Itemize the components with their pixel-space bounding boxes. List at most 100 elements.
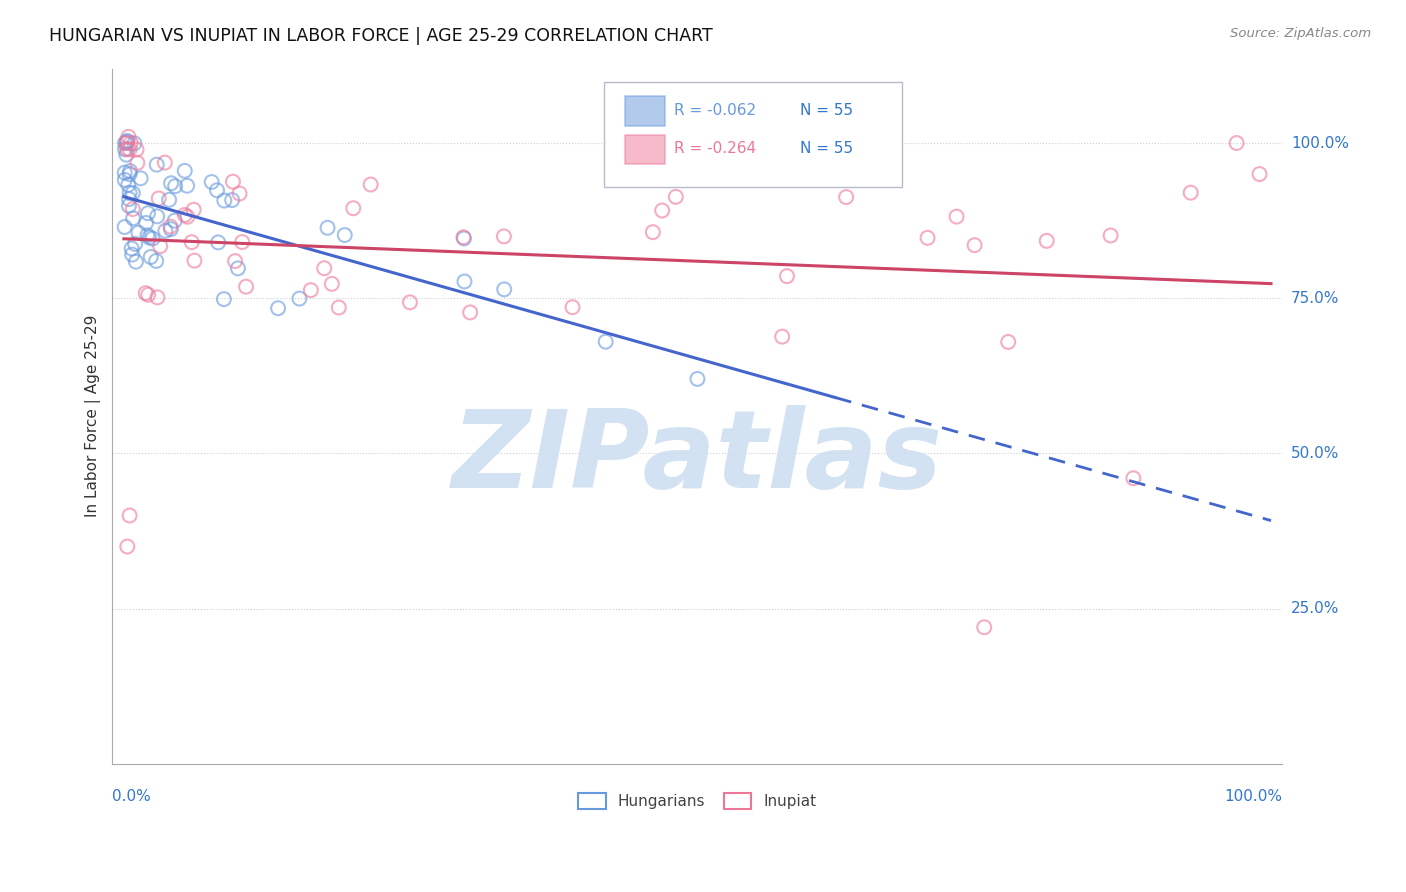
Point [117,178,139,192]
Point [226,261,249,276]
Point [207,235,229,250]
Point [159,219,181,234]
Point [212,292,235,306]
Point [127,226,149,240]
Text: N = 55: N = 55 [800,103,853,118]
FancyBboxPatch shape [624,96,665,126]
Point [135,216,157,230]
Point [120,164,142,178]
Point [561,300,583,314]
Point [835,190,858,204]
Text: HUNGARIAN VS INUPIAT IN LABOR FORCE | AGE 25-29 CORRELATION CHART: HUNGARIAN VS INUPIAT IN LABOR FORCE | AG… [49,27,713,45]
Point [115,135,138,149]
Point [1035,234,1057,248]
Point [117,540,139,554]
Point [138,230,160,244]
Point [963,238,986,252]
Point [214,194,236,208]
Point [136,228,159,243]
Point [149,239,172,253]
Point [114,173,136,187]
FancyBboxPatch shape [624,135,665,164]
Point [136,206,159,220]
Point [641,225,664,239]
Text: R = -0.264: R = -0.264 [673,141,756,156]
Point [224,254,246,268]
Point [973,620,995,634]
Point [160,222,183,236]
Point [114,136,136,150]
Point [997,334,1019,349]
Text: N = 55: N = 55 [800,141,853,156]
Text: Source: ZipAtlas.com: Source: ZipAtlas.com [1230,27,1371,40]
Point [453,230,475,244]
Point [201,175,224,189]
Point [121,186,143,200]
Point [118,186,141,200]
Point [173,164,195,178]
Point [333,228,356,243]
Point [770,329,793,343]
Point [299,283,322,297]
Point [125,254,148,268]
Point [1099,228,1122,243]
Point [165,179,187,194]
Legend: Hungarians, Inupiat: Hungarians, Inupiat [572,787,823,815]
Point [115,134,138,148]
Point [494,282,516,296]
Text: 100.0%: 100.0% [1291,136,1348,151]
Point [1122,471,1144,485]
Point [118,508,141,523]
Point [115,147,138,161]
Point [205,183,228,197]
Text: 25.0%: 25.0% [1291,601,1339,616]
Point [183,253,205,268]
Text: 0.0%: 0.0% [112,789,152,804]
Point [155,224,177,238]
Point [665,190,688,204]
Point [180,235,202,249]
Point [235,279,257,293]
Point [342,201,364,215]
Point [1180,186,1202,200]
Point [776,269,799,284]
Point [125,143,148,157]
Point [121,247,143,261]
Point [316,220,339,235]
Point [124,236,146,251]
Point [118,167,141,181]
Point [163,213,186,227]
Point [120,136,142,150]
Point [145,158,167,172]
Point [153,155,176,169]
Point [314,261,336,276]
Point [1226,136,1249,150]
Point [122,211,145,226]
Text: R = -0.062: R = -0.062 [673,103,756,118]
Point [114,220,136,235]
Point [146,210,169,224]
Point [173,208,195,222]
Point [231,235,253,249]
Point [183,202,205,217]
Point [114,166,136,180]
Point [127,156,149,170]
Text: 50.0%: 50.0% [1291,446,1339,461]
Point [328,301,350,315]
Point [453,275,475,289]
Point [157,193,180,207]
Point [146,290,169,304]
Point [288,292,311,306]
Point [160,176,183,190]
Point [267,301,290,316]
Point [121,242,143,256]
Point [686,372,709,386]
Point [139,250,162,264]
Point [145,253,167,268]
Point [118,142,141,156]
Point [917,231,939,245]
Point [176,210,198,224]
Point [222,175,245,189]
Point [1249,167,1271,181]
Point [945,210,967,224]
